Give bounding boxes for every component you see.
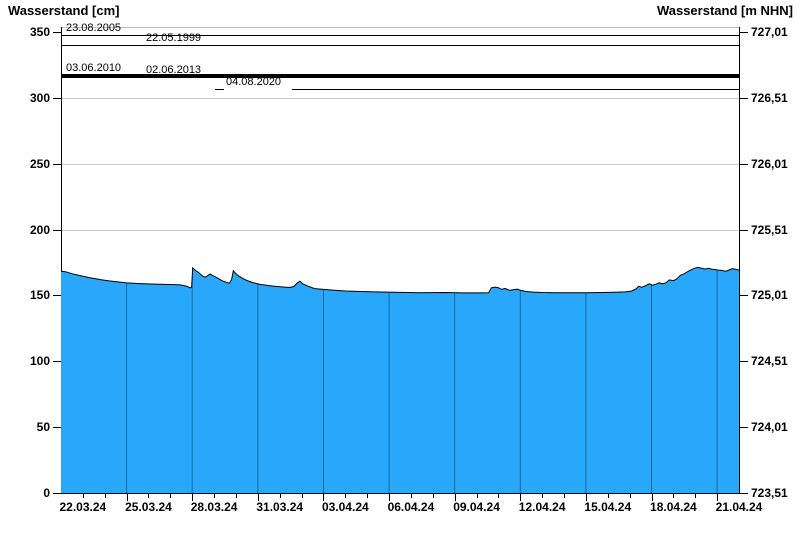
- y-tick-label-left: 300: [29, 90, 50, 105]
- y-tick-right: [740, 295, 748, 297]
- y-tick-left: [53, 493, 61, 494]
- y-tick-label-right: 725,51: [751, 222, 788, 237]
- y-tick-label-left: 100: [29, 354, 50, 369]
- x-tick-label: 09.04.24: [453, 500, 500, 514]
- x-tick-label: 03.04.24: [321, 500, 369, 514]
- area-fill: [61, 267, 739, 493]
- x-tick-label: 22.03.24: [59, 500, 107, 514]
- x-minor-tick: [498, 494, 500, 498]
- y-tick-left: [53, 361, 61, 363]
- x-major-tick: [126, 494, 128, 501]
- y-tick-right: [740, 427, 748, 429]
- x-tick-label: 31.03.24: [256, 500, 304, 514]
- y-tick-label-left: 0: [43, 486, 50, 500]
- x-axis: [61, 493, 740, 494]
- y-tick-right: [740, 163, 748, 165]
- water-level-area-series: [61, 266, 739, 493]
- y-tick-right: [740, 32, 748, 33]
- reference-line-label: 02.06.2013: [146, 64, 202, 76]
- y-tick-left: [53, 295, 61, 297]
- y-tick-right: [740, 493, 748, 494]
- x-minor-tick: [695, 494, 697, 498]
- reference-line-04.08.2020: [292, 89, 739, 90]
- reference-line-03.06.2010: [61, 74, 739, 76]
- x-tick-label: 28.03.24: [190, 500, 238, 514]
- x-minor-tick: [82, 494, 84, 498]
- reference-line-label: 04.08.2020: [226, 76, 282, 88]
- x-tick-label: 18.04.24: [650, 500, 697, 514]
- y-tick-left: [53, 163, 61, 165]
- plot-top-border: [61, 27, 739, 28]
- x-minor-tick: [235, 494, 237, 498]
- x-tick-label: 06.04.24: [387, 500, 435, 514]
- x-minor-tick: [673, 494, 675, 498]
- x-minor-tick: [410, 494, 412, 498]
- x-major-tick: [585, 494, 587, 501]
- y-tick-label-left: 150: [29, 288, 50, 303]
- x-major-tick: [323, 494, 325, 501]
- x-major-tick: [717, 494, 719, 501]
- x-minor-tick: [629, 494, 631, 498]
- y-tick-label-left: 50: [36, 420, 50, 435]
- horizontal-gridline: [61, 97, 739, 99]
- y-tick-left: [53, 97, 61, 99]
- y-tick-right: [740, 361, 748, 363]
- x-tick-label: 15.04.24: [584, 500, 632, 514]
- x-minor-tick: [367, 494, 369, 498]
- x-major-tick: [192, 494, 194, 501]
- x-minor-tick: [345, 494, 347, 498]
- y-tick-label-left: 250: [29, 156, 50, 171]
- x-minor-tick: [607, 494, 609, 498]
- y-tick-right: [740, 229, 748, 231]
- reference-line-23.08.2005: [61, 35, 739, 36]
- y-axis-right: [739, 27, 740, 493]
- y-tick-label-right: 724,51: [751, 354, 788, 369]
- y-axis-left: [61, 27, 62, 493]
- reference-line-22.05.1999: [61, 45, 739, 46]
- y-tick-label-right: 724,01: [751, 420, 788, 435]
- area-top-edge: [61, 266, 739, 294]
- y-tick-label-left: 350: [29, 25, 50, 39]
- x-minor-tick: [104, 494, 106, 498]
- x-minor-tick: [170, 494, 172, 498]
- x-major-tick: [651, 494, 653, 501]
- x-major-tick: [454, 494, 456, 501]
- y-tick-label-right: 726,51: [751, 90, 788, 105]
- y-tick-label-right: 727,01: [751, 25, 788, 39]
- y-tick-label-right: 723,51: [751, 486, 788, 500]
- horizontal-gridline: [61, 163, 739, 165]
- y-tick-left: [53, 229, 61, 231]
- x-minor-tick: [301, 494, 303, 498]
- y-tick-label-right: 725,01: [751, 288, 788, 303]
- x-minor-tick: [564, 494, 566, 498]
- x-minor-tick: [148, 494, 150, 498]
- y-tick-right: [740, 97, 748, 99]
- reference-line-label: 22.05.1999: [146, 32, 202, 44]
- y-tick-left: [53, 427, 61, 429]
- x-minor-tick: [214, 494, 216, 498]
- left-axis-title: Wasserstand [cm]: [8, 3, 120, 18]
- x-tick-label: 21.04.24: [715, 500, 763, 514]
- right-axis-title: Wasserstand [m NHN]: [656, 3, 793, 18]
- x-minor-tick: [432, 494, 434, 498]
- x-minor-tick: [476, 494, 478, 498]
- inner-day-gridlines: [126, 267, 718, 493]
- x-tick-label: 12.04.24: [518, 500, 566, 514]
- x-tick-label: 25.03.24: [125, 500, 172, 514]
- y-tick-label-left: 200: [29, 222, 50, 237]
- x-minor-tick: [542, 494, 544, 498]
- reference-line-label: 23.08.2005: [66, 22, 122, 34]
- reference-line-label: 03.06.2010: [66, 62, 122, 74]
- x-major-tick: [389, 494, 391, 501]
- y-tick-label-right: 726,01: [751, 156, 788, 171]
- x-major-tick: [520, 494, 522, 501]
- reference-line-02.06.2013: [61, 76, 739, 78]
- reference-line-04.08.2020: [215, 89, 224, 90]
- horizontal-gridline: [61, 229, 739, 231]
- x-minor-tick: [279, 494, 281, 498]
- x-major-tick: [257, 494, 259, 501]
- y-tick-left: [53, 32, 61, 33]
